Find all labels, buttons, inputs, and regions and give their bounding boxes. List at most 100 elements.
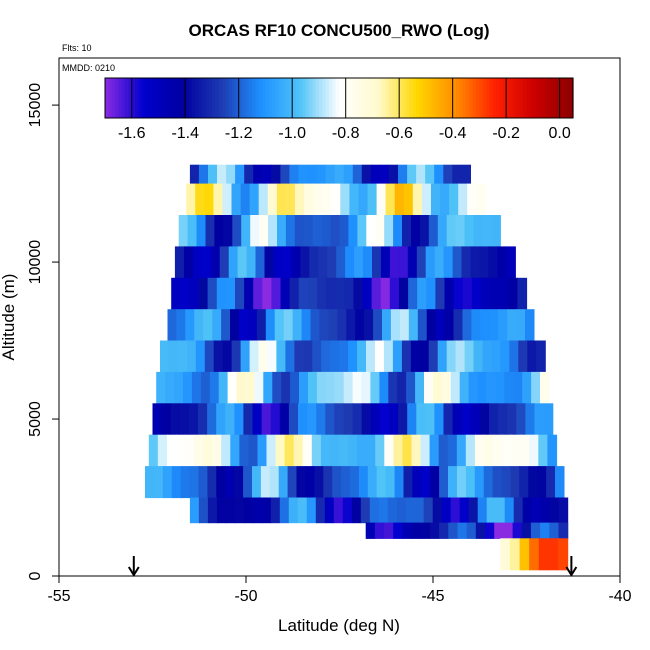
heatmap-cell — [432, 371, 443, 404]
heatmap-cell — [452, 246, 463, 279]
heatmap-cell — [237, 246, 248, 279]
heatmap-cell — [289, 277, 300, 310]
heatmap-cell — [281, 371, 291, 404]
colorbar-tick-label: -1.6 — [118, 125, 146, 142]
colorbar-segment — [442, 78, 447, 118]
heatmap-cell — [407, 403, 417, 436]
heatmap-cell — [268, 215, 278, 247]
heatmap-cell — [384, 522, 394, 539]
colorbar-segment — [499, 78, 504, 118]
heatmap-cell — [351, 497, 362, 524]
heatmap-cell — [538, 538, 549, 571]
heatmap-cell — [183, 371, 193, 404]
colorbar-segment — [328, 78, 333, 118]
heatmap-cell — [285, 340, 295, 373]
heatmap-cell — [225, 497, 236, 524]
heatmap-cell — [145, 466, 155, 499]
heatmap-cell — [306, 497, 317, 524]
heatmap-cell — [397, 371, 407, 404]
heatmap-cell — [435, 309, 446, 342]
heatmap-cell — [250, 215, 260, 247]
colorbar-segment — [161, 78, 166, 118]
heatmap-cell — [408, 277, 418, 310]
flights-label: Flts: 10 — [62, 43, 92, 53]
heatmap-cell — [277, 215, 287, 247]
heatmap-cell — [335, 277, 345, 310]
heatmap-cell — [312, 215, 323, 247]
colorbar-segment — [469, 78, 474, 118]
colorbar-segment — [365, 78, 370, 118]
colorbar-segment — [345, 78, 350, 118]
heatmap-cell — [321, 340, 331, 373]
heatmap-cell — [259, 215, 269, 247]
colorbar-frame — [104, 77, 574, 119]
heatmap-cell — [307, 277, 318, 310]
heatmap-cell — [334, 403, 345, 436]
colorbar-segment — [295, 78, 300, 118]
colorbar-segment — [342, 78, 347, 118]
heatmap-cell — [385, 183, 396, 216]
colorbar-segment — [425, 78, 430, 118]
heatmap-cell — [325, 403, 335, 436]
colorbar-segment — [415, 78, 420, 118]
heatmap-cell — [477, 497, 488, 524]
heatmap-cell — [339, 215, 349, 247]
heatmap-cell — [375, 340, 385, 373]
heatmap-cell — [324, 497, 335, 524]
heatmap-cell — [512, 522, 523, 539]
colorbar-segment — [459, 78, 464, 118]
heatmap-cell — [448, 522, 459, 539]
heatmap-cell — [394, 466, 405, 499]
heatmap-cell — [192, 246, 203, 279]
colorbar-segment — [369, 78, 374, 118]
heatmap-cell — [208, 164, 218, 185]
heatmap-cell — [273, 246, 284, 279]
heatmap-cell — [323, 466, 333, 499]
colorbar-segment — [308, 78, 313, 118]
colorbar-tick-label: -1.2 — [225, 125, 253, 142]
heatmap-cell — [194, 309, 204, 342]
heatmap-cell — [262, 277, 272, 310]
heatmap-cell — [231, 340, 242, 373]
colorbar-segment — [228, 78, 233, 118]
colorbar-segment — [265, 78, 270, 118]
y-tick-label: 10000 — [27, 240, 44, 285]
colorbar-segment — [125, 78, 129, 118]
heatmap-cell — [239, 309, 249, 342]
heatmap-cell — [417, 309, 428, 342]
colorbar-segment — [552, 78, 557, 118]
heatmap-cell — [189, 497, 200, 524]
heatmap-cell — [361, 164, 372, 185]
heatmap-cell — [530, 522, 541, 539]
y-tick-label: 15000 — [27, 83, 44, 128]
heatmap-cell — [431, 183, 441, 216]
heatmap-cell — [170, 403, 181, 436]
colorbar-segment — [419, 78, 424, 118]
heatmap-cell — [257, 434, 268, 467]
heatmap-cell — [488, 246, 498, 279]
heatmap-cell — [437, 215, 448, 247]
heatmap-cell — [495, 497, 506, 524]
heatmap-cell — [189, 466, 200, 499]
heatmap-cell — [366, 215, 376, 247]
heatmap-cell — [438, 434, 449, 467]
heatmap-cell — [152, 403, 163, 436]
heatmap-cell — [412, 183, 423, 216]
heatmap-cell — [320, 434, 331, 467]
heatmap-cell — [222, 340, 233, 373]
heatmap-cell — [385, 466, 396, 499]
heatmap-cell — [271, 277, 282, 310]
heatmap-cell — [507, 309, 517, 342]
heatmap-cell — [452, 403, 463, 436]
heatmap-cell — [440, 183, 450, 216]
colorbar-segment — [175, 78, 180, 118]
heatmap-cell — [516, 309, 526, 342]
colorbar-segment — [395, 78, 400, 118]
heatmap-cell — [534, 403, 545, 436]
heatmap-cell — [374, 522, 385, 539]
heatmap-cell — [392, 340, 403, 373]
heatmap-cell — [194, 434, 204, 467]
colorbar-segment — [171, 78, 176, 118]
heatmap-cell — [216, 277, 227, 310]
heatmap-cell — [482, 215, 492, 247]
